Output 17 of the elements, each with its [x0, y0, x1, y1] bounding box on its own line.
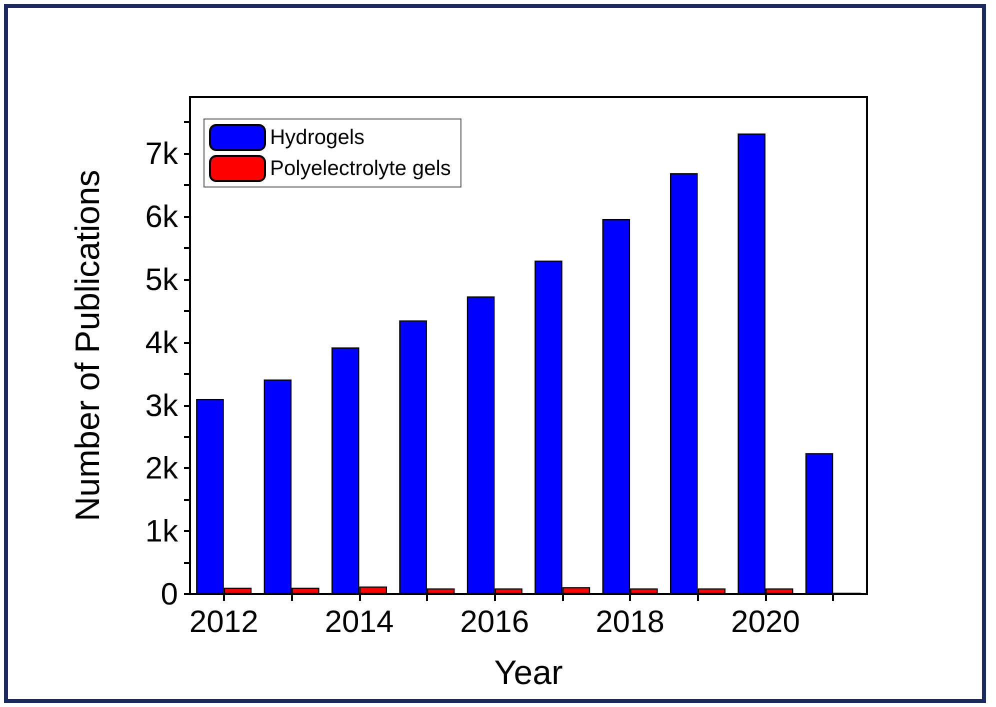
y-tick-label: 1k: [145, 514, 178, 549]
y-axis-title: Number of Publications: [69, 170, 107, 522]
y-tick-label: 0: [160, 576, 178, 612]
x-tick-label: 2020: [730, 604, 800, 639]
y-tick-label: 2k: [145, 450, 178, 486]
x-tick-label: 2014: [324, 604, 394, 639]
y-tick-label: 7k: [145, 136, 178, 172]
x-tick-label: 2016: [460, 604, 530, 639]
legend-label: Hydrogels: [270, 126, 365, 149]
y-tick-label: 4k: [145, 324, 178, 360]
x-axis-title: Year: [494, 654, 563, 692]
x-tick-label: 2012: [189, 604, 258, 639]
y-tick-label: 6k: [145, 199, 178, 234]
y-tick-label: 3k: [145, 388, 178, 423]
legend-label: Polyelectrolyte gels: [270, 157, 451, 180]
y-tick-label: 5k: [145, 262, 178, 297]
x-tick-label: 2018: [596, 604, 665, 639]
